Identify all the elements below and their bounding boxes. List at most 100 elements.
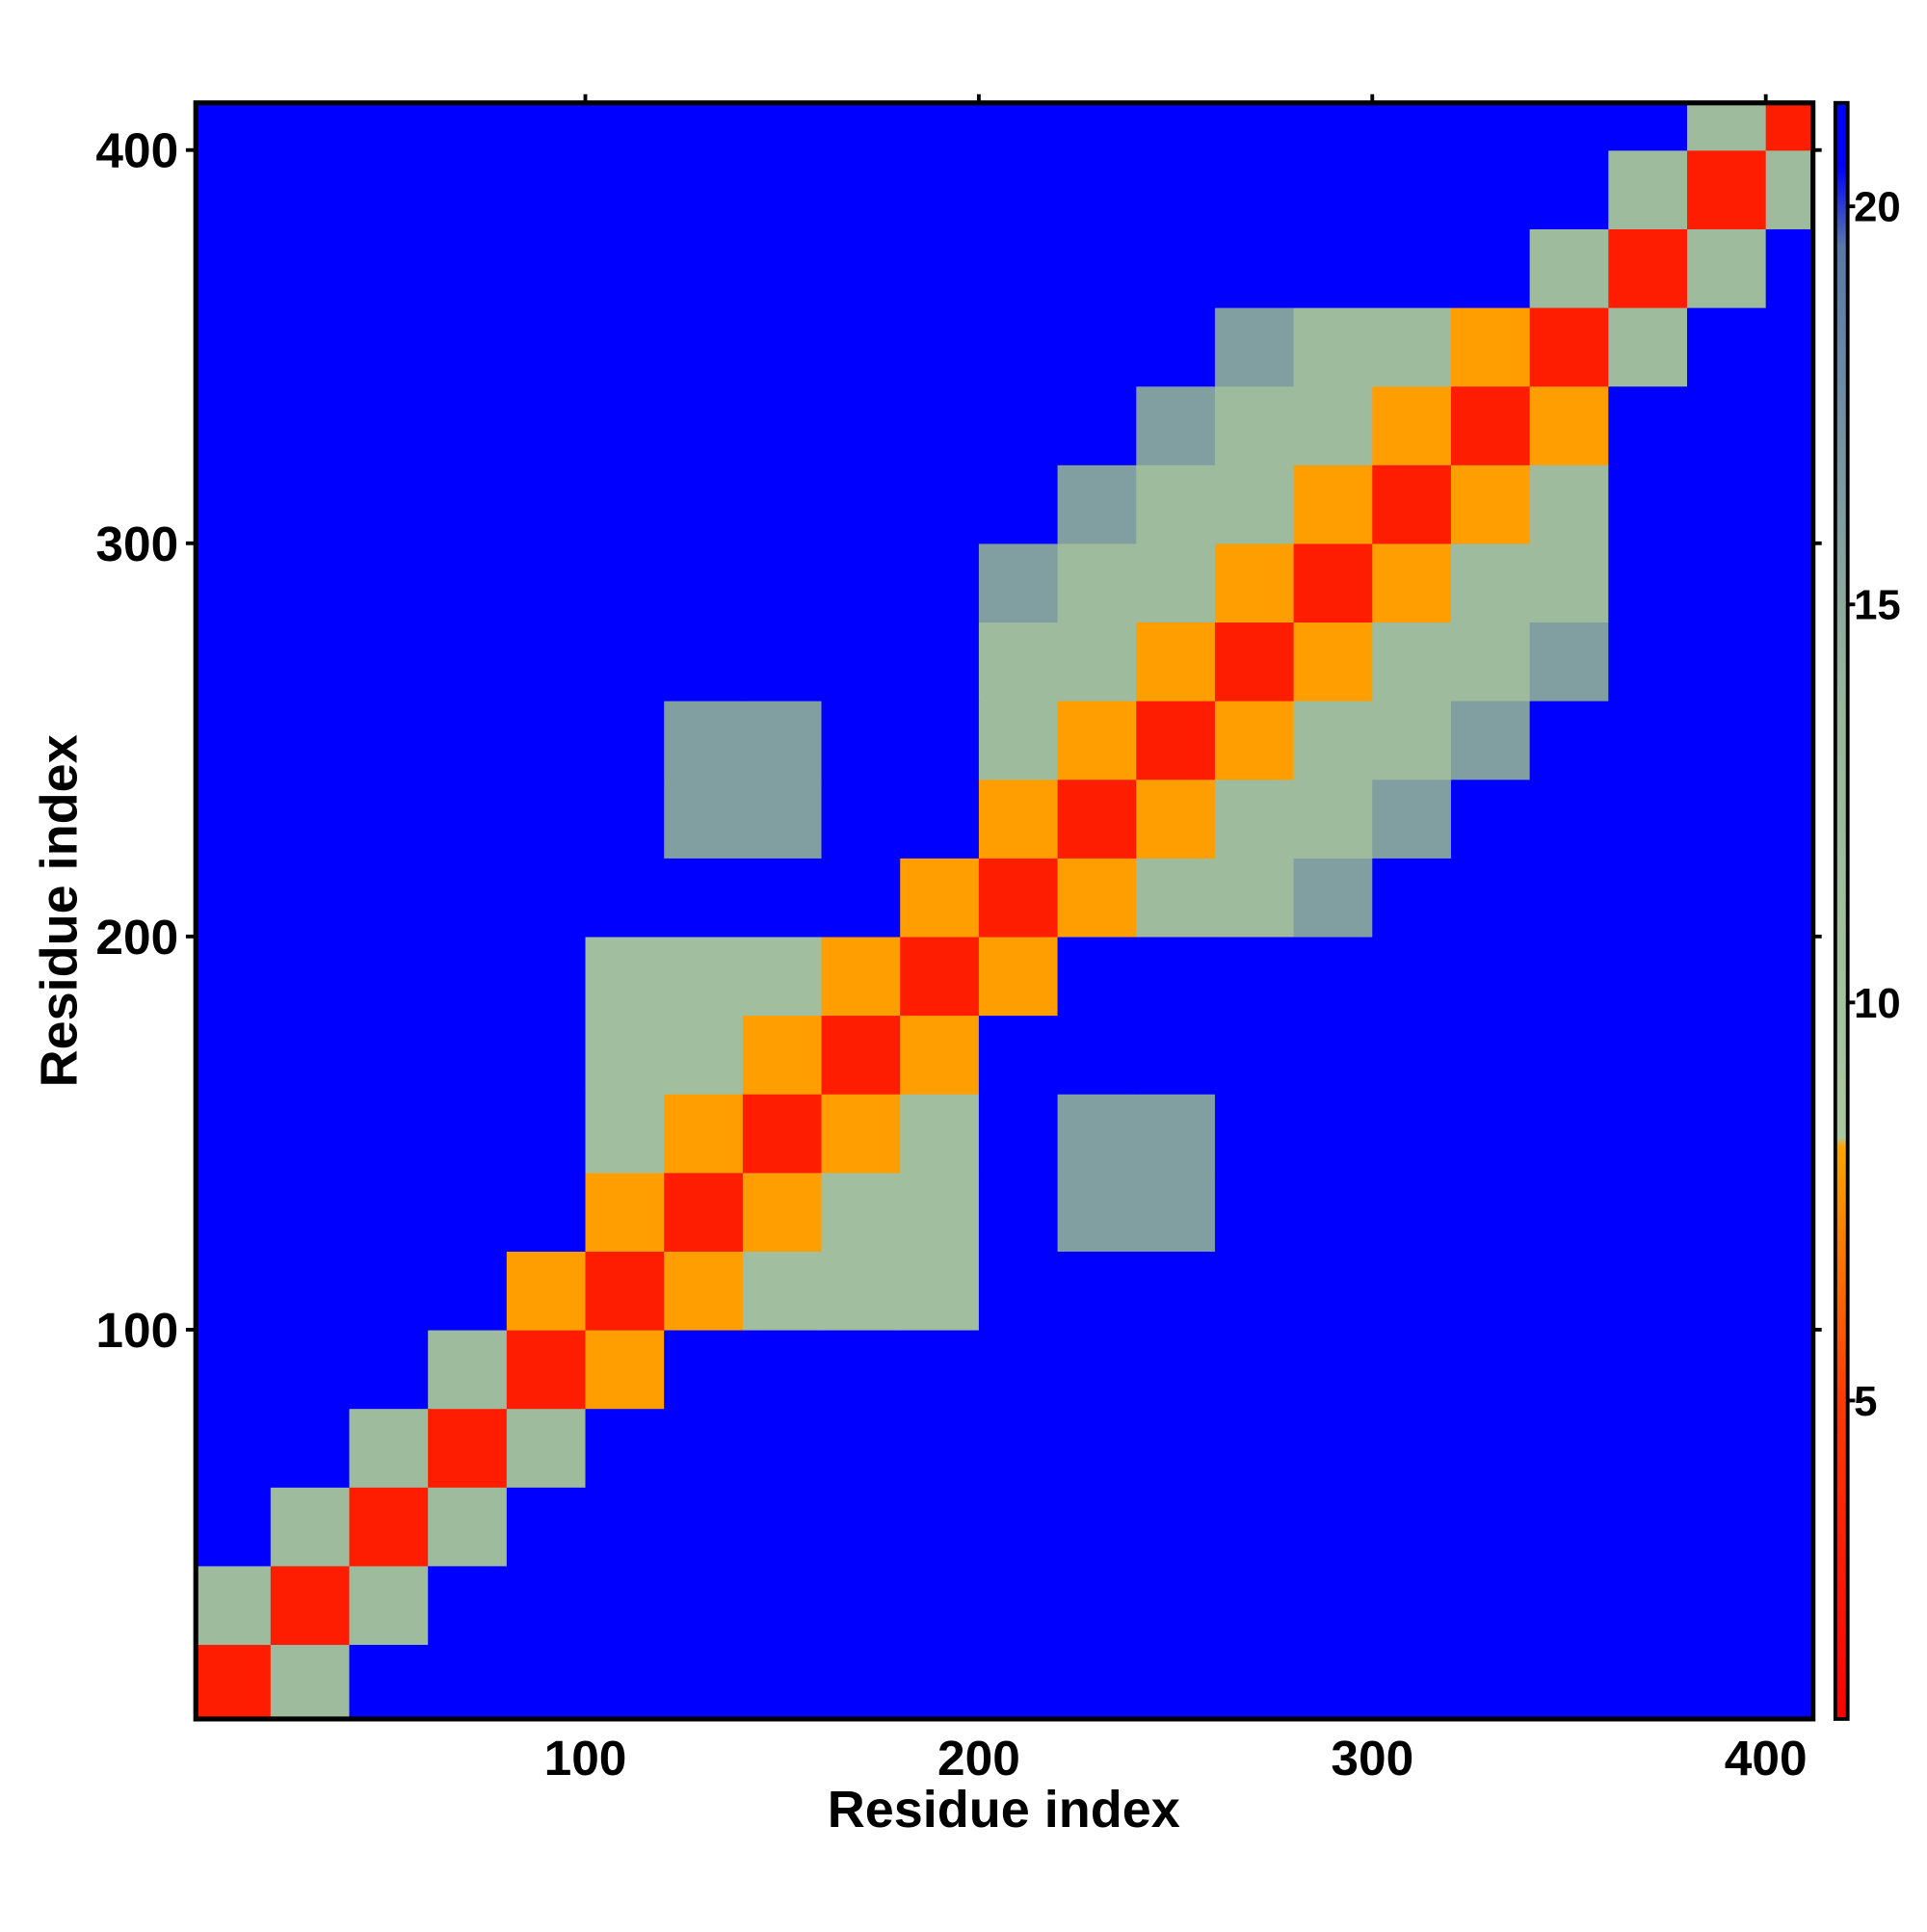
heatmap-cell xyxy=(196,1329,272,1410)
colorbar-segment xyxy=(1835,683,1848,1139)
colorbar: 5 10 15 20 xyxy=(1833,100,1901,1721)
heatmap-cell xyxy=(1057,1172,1137,1252)
heatmap-cell xyxy=(900,779,980,859)
heatmap-cell xyxy=(1372,779,1452,859)
heatmap-cell xyxy=(196,102,272,151)
heatmap-cell xyxy=(1372,306,1452,387)
heatmap-cell xyxy=(664,1565,744,1646)
heatmap-cell xyxy=(1214,385,1295,465)
heatmap-cell xyxy=(900,464,980,544)
heatmap-cell xyxy=(196,306,272,387)
heatmap-cell xyxy=(1136,1487,1216,1567)
heatmap-cell xyxy=(1136,1565,1216,1646)
heatmap-cell xyxy=(506,622,587,701)
heatmap-cell xyxy=(1214,1015,1295,1095)
heatmap-cell xyxy=(585,1644,665,1719)
heatmap-cell xyxy=(1765,464,1813,544)
heatmap-cell xyxy=(349,701,429,781)
heatmap-cell xyxy=(1293,543,1373,623)
heatmap-cell xyxy=(742,1251,823,1331)
heatmap-cell xyxy=(1372,464,1452,544)
heatmap-cell xyxy=(1372,1251,1452,1331)
heatmap-cell xyxy=(1529,464,1609,544)
heatmap-cell xyxy=(1529,1408,1609,1488)
heatmap-cell xyxy=(1529,701,1609,781)
heatmap-cell xyxy=(1450,936,1531,1017)
heatmap-cell xyxy=(1057,385,1137,465)
heatmap-cell xyxy=(1608,1094,1688,1174)
heatmap-cell xyxy=(1057,1644,1137,1719)
heatmap-cell xyxy=(506,1408,587,1488)
heatmap-cell xyxy=(270,102,351,151)
heatmap-cell xyxy=(1529,858,1609,938)
colorbar-segment xyxy=(1835,166,1848,247)
heatmap-cell xyxy=(1214,936,1295,1017)
heatmap-cell xyxy=(742,622,823,701)
heatmap-cell xyxy=(821,1172,901,1252)
heatmap-cell xyxy=(585,779,665,859)
heatmap-cell xyxy=(1686,543,1767,623)
heatmap-cell xyxy=(1136,306,1216,387)
heatmap-cell xyxy=(1765,622,1813,701)
heatmap-cell xyxy=(1765,779,1813,859)
heatmap-cell xyxy=(1293,464,1373,544)
heatmap-cell xyxy=(1136,1172,1216,1252)
heatmap-cell xyxy=(270,858,351,938)
heatmap-cell xyxy=(978,1408,1059,1488)
heatmap-cell xyxy=(1529,1094,1609,1174)
heatmap-cell xyxy=(1686,1015,1767,1095)
axes: 100 200 300 400 100 200 300 400 xyxy=(95,93,1822,1786)
heatmap-cell xyxy=(1214,1565,1295,1646)
heatmap-cell xyxy=(742,1329,823,1410)
colorbar-segment xyxy=(1835,102,1848,168)
heatmap-cell xyxy=(1293,306,1373,387)
heatmap-cell xyxy=(1293,1487,1373,1567)
heatmap-cell xyxy=(1293,385,1373,465)
heatmap-cell xyxy=(1686,464,1767,544)
heatmap-cell xyxy=(664,1644,744,1719)
heatmap-cell xyxy=(270,149,351,229)
heatmap-cell xyxy=(1686,1251,1767,1331)
heatmap-cell xyxy=(1765,936,1813,1017)
heatmap-cell xyxy=(978,779,1059,859)
heatmap-cell xyxy=(664,1251,744,1331)
heatmap-cell xyxy=(349,779,429,859)
heatmap-cell xyxy=(270,1251,351,1331)
heatmap-cell xyxy=(1686,149,1767,229)
heatmap-cell xyxy=(506,306,587,387)
heatmap-cell xyxy=(900,543,980,623)
heatmap-cell xyxy=(428,1094,508,1174)
heatmap-cell xyxy=(1293,622,1373,701)
heatmap-cell xyxy=(742,149,823,229)
heatmap-cell xyxy=(1608,1172,1688,1252)
heatmap-cell xyxy=(1136,779,1216,859)
heatmap-cell xyxy=(1136,1329,1216,1410)
heatmap-cell xyxy=(196,1015,272,1095)
heatmap-cell xyxy=(1214,464,1295,544)
heatmap-cell xyxy=(900,936,980,1017)
heatmap-cell xyxy=(742,228,823,308)
heatmap-cell xyxy=(664,1329,744,1410)
heatmap-cell xyxy=(428,1015,508,1095)
heatmap-cell xyxy=(1057,1251,1137,1331)
heatmap-cell xyxy=(1293,1644,1373,1719)
heatmap-cell xyxy=(349,464,429,544)
heatmap-cell xyxy=(506,1565,587,1646)
heatmap-cell xyxy=(270,1172,351,1252)
heatmap-cell xyxy=(821,1015,901,1095)
heatmap-cell xyxy=(900,1408,980,1488)
heatmap-cell xyxy=(1608,1408,1688,1488)
heatmap-cell xyxy=(978,1329,1059,1410)
heatmap-cell xyxy=(664,306,744,387)
heatmap-cell xyxy=(270,1094,351,1174)
heatmap-cell xyxy=(821,936,901,1017)
heatmap-cell xyxy=(900,1644,980,1719)
heatmap-cell xyxy=(1057,622,1137,701)
heatmap-cell xyxy=(1450,1329,1531,1410)
heatmap-cell xyxy=(1686,306,1767,387)
heatmap-cell xyxy=(270,543,351,623)
heatmap-cell xyxy=(349,1094,429,1174)
heatmap-cell xyxy=(1608,543,1688,623)
heatmap-cell xyxy=(664,622,744,701)
heatmap-cell xyxy=(1608,936,1688,1017)
